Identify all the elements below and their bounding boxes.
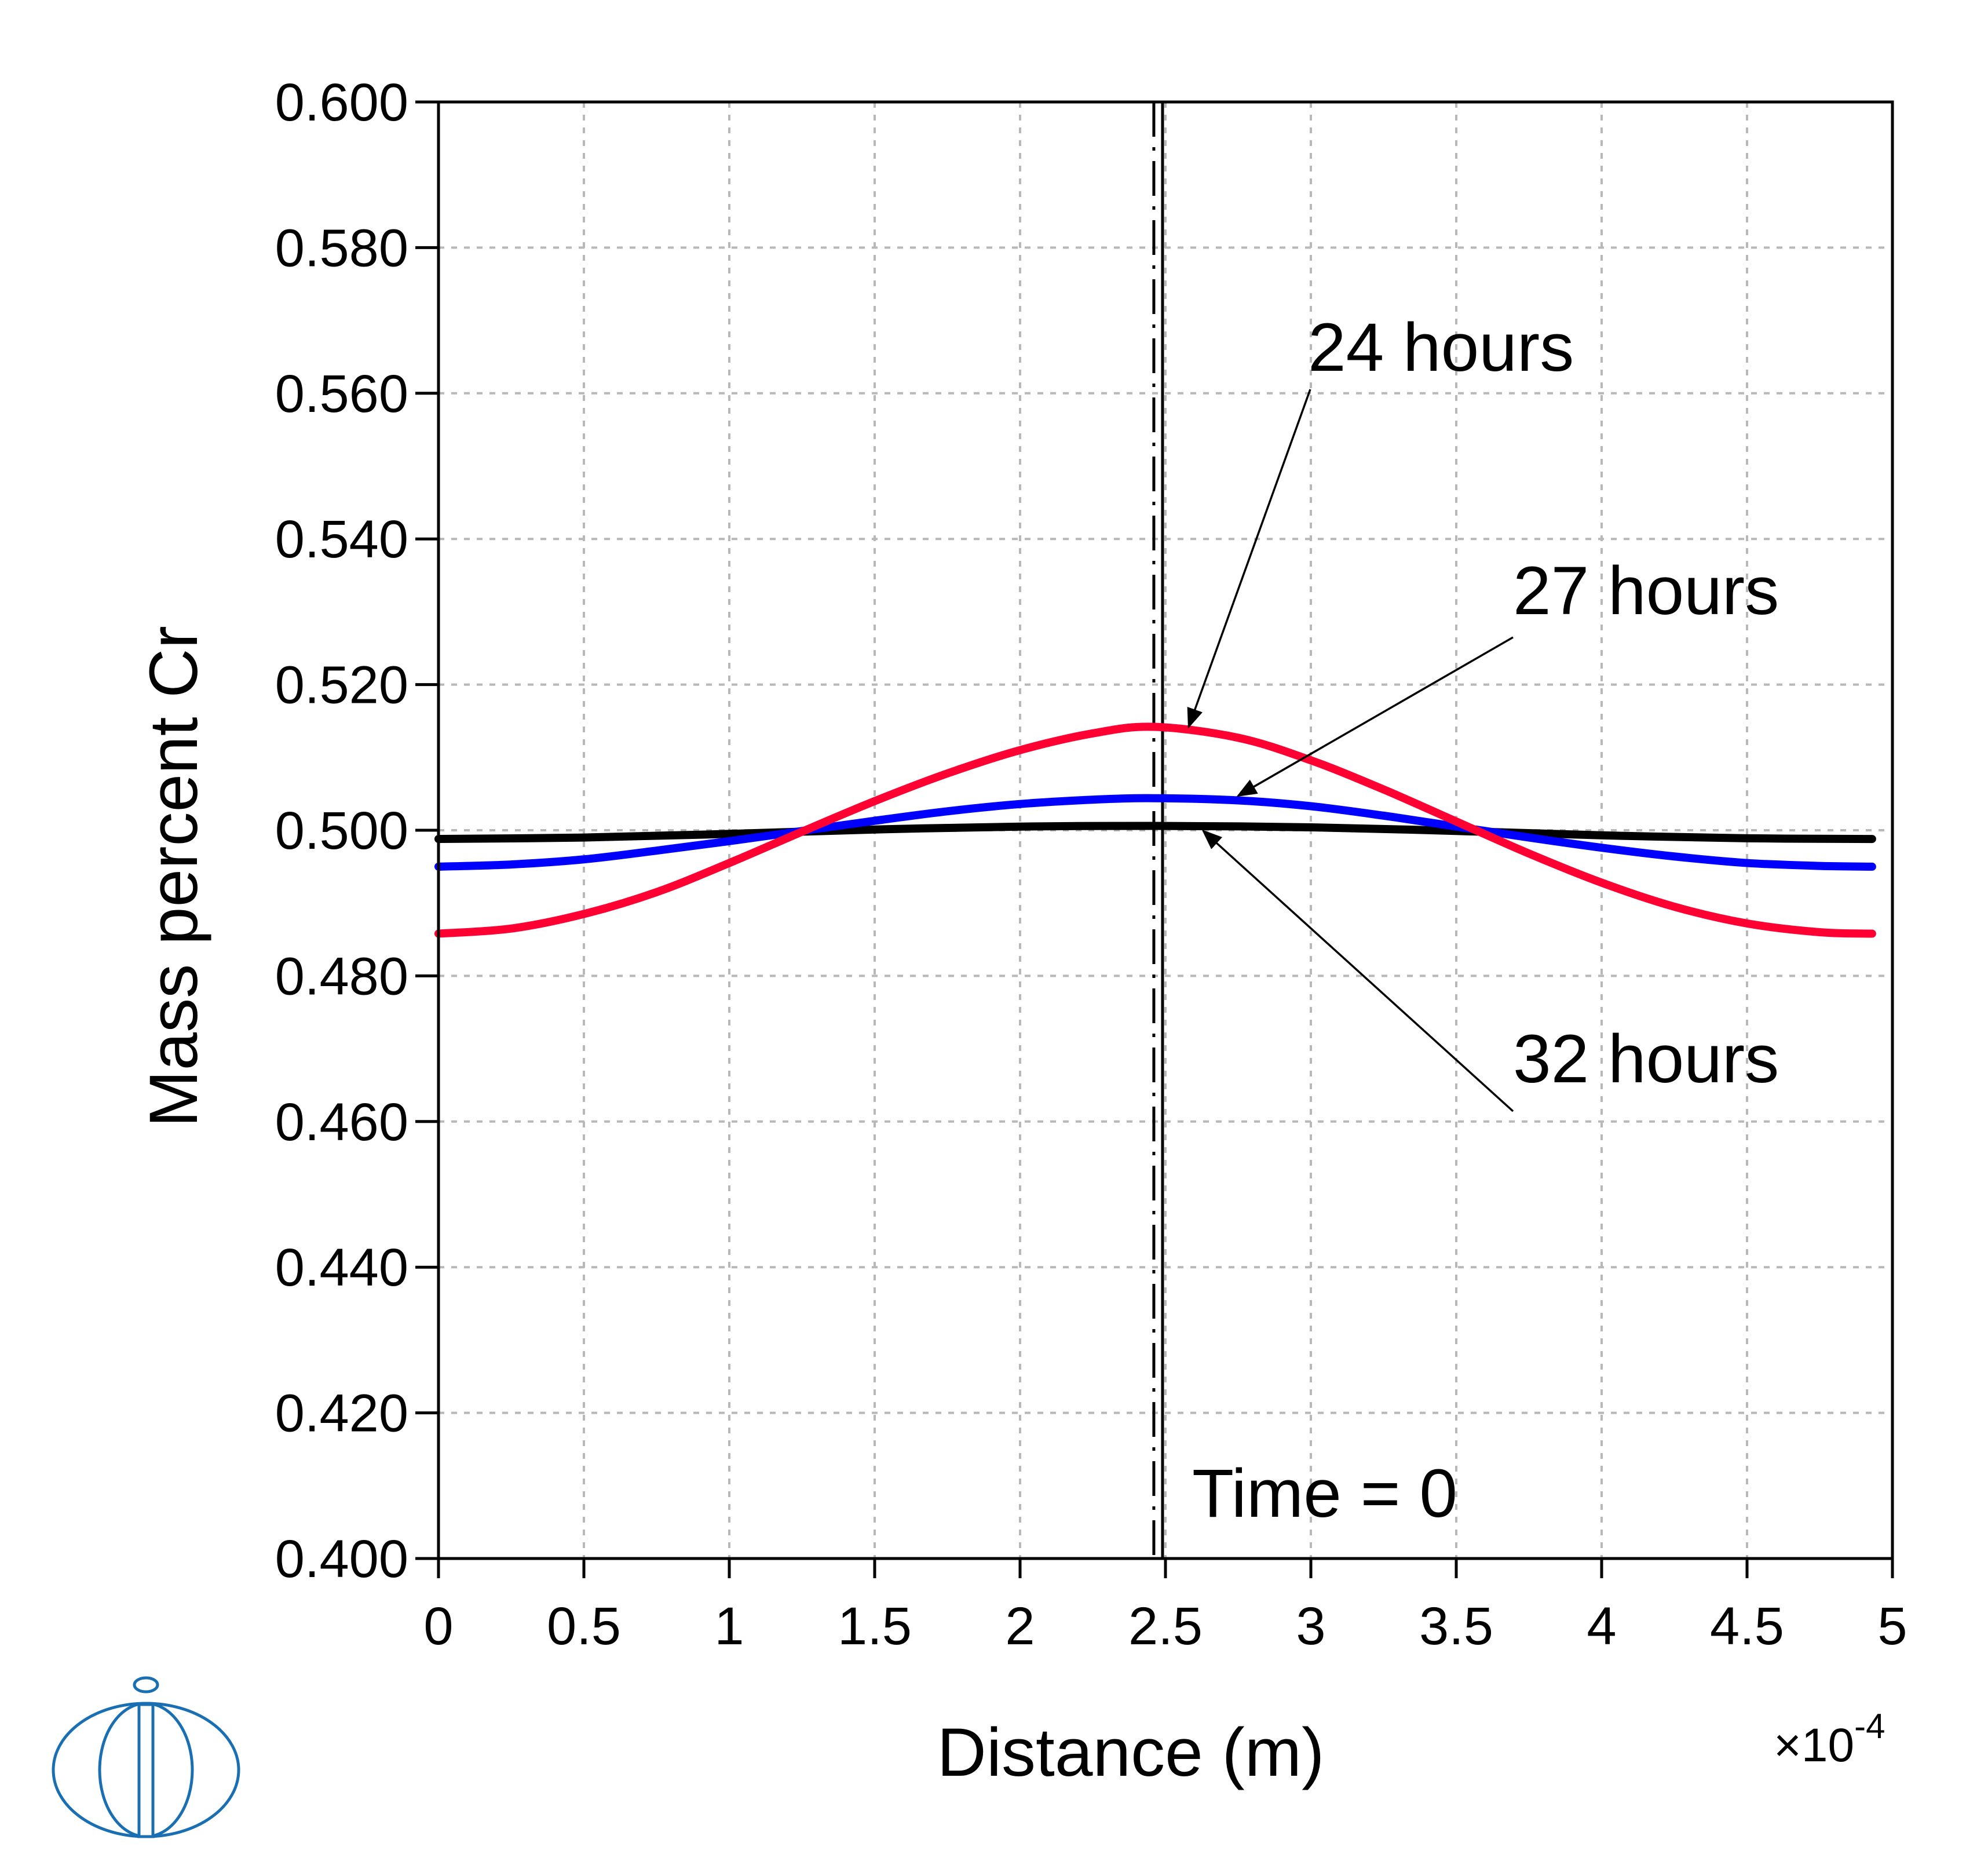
annotation-arrow xyxy=(1236,636,1514,797)
axis-ticks xyxy=(415,100,1894,1578)
x-tick-label: 4 xyxy=(1587,1597,1616,1656)
x-multiplier-exponent: -4 xyxy=(1854,1707,1885,1746)
grid-lines xyxy=(438,102,1892,1559)
x-tick-label: 2.5 xyxy=(1128,1597,1203,1656)
y-axis-title: Mass percent Cr xyxy=(136,626,212,1127)
y-tick-label: 0.540 xyxy=(275,510,408,569)
series-line-24-hours xyxy=(434,722,1876,938)
x-tick-label: 1.5 xyxy=(838,1597,912,1656)
annotation-27-hours: 27 hours xyxy=(1513,553,1779,629)
annotation-32-hours: 32 hours xyxy=(1513,1021,1779,1097)
y-tick-label: 0.560 xyxy=(275,364,408,424)
x-tick-label: 2 xyxy=(1005,1597,1035,1656)
y-tick-label: 0.500 xyxy=(275,801,408,860)
x-tick-label: 0.5 xyxy=(547,1597,621,1656)
y-tick-label: 0.600 xyxy=(275,73,408,132)
x-tick-label: 0 xyxy=(423,1597,453,1656)
annotation-24-hours: 24 hours xyxy=(1308,309,1574,386)
annotation-time-zero: Time = 0 xyxy=(1192,1455,1457,1532)
series-layer xyxy=(434,722,1876,938)
x-tick-label: 1 xyxy=(714,1597,744,1656)
x-multiplier-base: ×10 xyxy=(1774,1719,1854,1772)
y-tick-label: 0.420 xyxy=(275,1384,408,1443)
annotation-arrow xyxy=(1201,829,1514,1112)
x-tick-label: 3.5 xyxy=(1419,1597,1493,1656)
series-line-32-hours xyxy=(434,822,1876,844)
y-tick-label: 0.460 xyxy=(275,1093,408,1152)
annotation-arrow xyxy=(1187,389,1311,729)
x-tick-label: 3 xyxy=(1296,1597,1325,1656)
reference-lines xyxy=(1152,102,1164,1559)
y-tick-label: 0.520 xyxy=(275,656,408,715)
y-tick-label: 0.440 xyxy=(275,1238,408,1297)
company-logo-icon xyxy=(52,1676,240,1838)
x-tick-label: 4.5 xyxy=(1710,1597,1784,1656)
x-multiplier: ×10-4 xyxy=(1774,1707,1885,1772)
y-tick-label: 0.400 xyxy=(275,1530,408,1589)
y-tick-label: 0.480 xyxy=(275,947,408,1006)
y-tick-label: 0.580 xyxy=(275,218,408,278)
x-axis-title: Distance (m) xyxy=(937,1714,1325,1791)
tick-labels: 0 0.5 1 1.5 2 2.5 3 3.5 4 4.5 5 0.400 0.420 0.440 0.46… xyxy=(275,73,1907,1656)
x-tick-label: 5 xyxy=(1877,1597,1907,1656)
series-line-27-hours xyxy=(434,794,1876,871)
annotations: 24 hours 27 hours 32 hours Time = 0 xyxy=(1187,309,1779,1532)
